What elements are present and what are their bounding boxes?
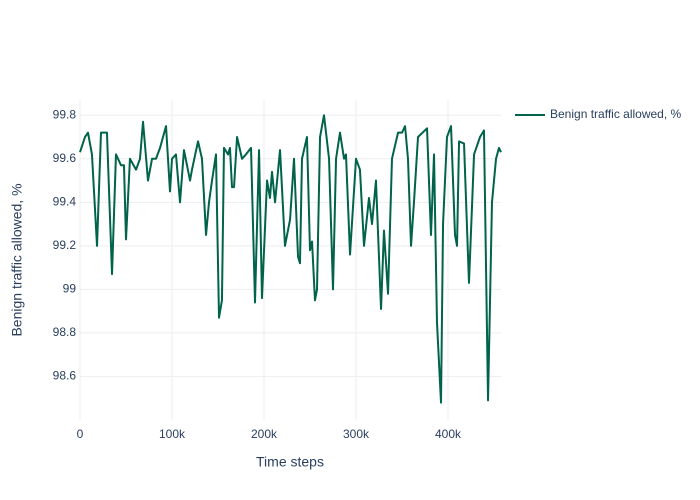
x-axis-title: Time steps [256, 454, 324, 470]
y-tick-label: 99 [63, 282, 77, 296]
x-tick-label: 200k [251, 427, 278, 441]
x-tick-label: 100k [159, 427, 186, 441]
data-line [79, 114, 502, 404]
y-tick-label: 98.8 [53, 325, 77, 339]
y-tick-label: 99.8 [53, 107, 77, 121]
y-tick-label: 98.6 [53, 369, 77, 383]
y-axis-title: Benign traffic allowed, % [9, 183, 25, 336]
legend-label: Benign traffic allowed, % [550, 107, 682, 121]
x-tick-label: 0 [77, 427, 84, 441]
y-tick-label: 99.6 [53, 151, 77, 165]
y-tick-label: 99.4 [53, 194, 77, 208]
x-tick-label: 400k [435, 427, 462, 441]
x-tick-label: 300k [343, 427, 370, 441]
y-tick-label: 99.2 [53, 238, 77, 252]
